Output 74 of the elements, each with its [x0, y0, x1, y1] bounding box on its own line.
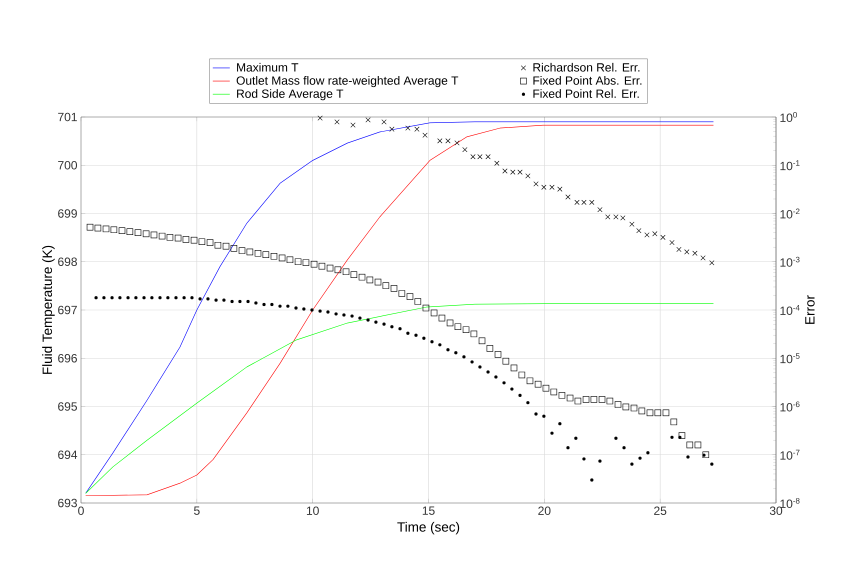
- point: [589, 200, 594, 205]
- point: [557, 186, 562, 192]
- point: [437, 138, 442, 144]
- y-tick-label: 695: [58, 402, 77, 411]
- x-tick-label: 20: [538, 506, 551, 515]
- legend-label: Fixed Point Abs. Err.: [533, 76, 642, 85]
- x-tick-label: 5: [194, 506, 200, 515]
- point: [709, 260, 714, 266]
- legend-label: Fixed Point Rel. Err.: [533, 89, 639, 98]
- point: [533, 181, 539, 186]
- point: [334, 119, 340, 124]
- x-tick-label: 30: [770, 506, 782, 515]
- point: [517, 170, 523, 175]
- y-tick-label: 701: [58, 112, 77, 122]
- y-tick-label: 699: [58, 209, 77, 218]
- legend-label: Maximum T: [237, 62, 298, 72]
- y-tick-label: 694: [58, 450, 78, 459]
- point: [510, 170, 516, 175]
- y2-tick-label: 10$^{-7}$: [780, 450, 800, 460]
- point: [652, 231, 658, 236]
- y2-tick-label: 10$^{-5}$: [780, 353, 800, 364]
- point: [318, 116, 323, 121]
- point: [389, 126, 394, 132]
- y2-axis-title: Error: [805, 295, 815, 324]
- y-tick-label: 693: [58, 498, 77, 508]
- point: [350, 122, 356, 128]
- x-tick-label: 0: [78, 506, 84, 515]
- y-tick-label: 698: [58, 258, 77, 266]
- x-axis-title: Time (sec): [397, 522, 460, 534]
- point: [462, 147, 468, 152]
- legend-label: Richardson Rel. Err.: [533, 62, 640, 72]
- y2-tick-label: 10$^{-2}$: [780, 208, 800, 219]
- legend-label: Rod Side Average T: [237, 89, 344, 100]
- point: [605, 214, 610, 220]
- point: [445, 138, 451, 144]
- y-tick-label: 696: [58, 354, 77, 362]
- x-tick-label: 15: [422, 506, 435, 515]
- point: [502, 168, 508, 174]
- y-tick-label: 697: [58, 306, 77, 314]
- y2-tick-label: 10$^{-3}$: [780, 256, 800, 267]
- point: [700, 255, 706, 260]
- point: [485, 154, 491, 160]
- point: [629, 222, 634, 227]
- point: [414, 126, 420, 132]
- legend-label: Outlet Mass flow rate-weighted Average T: [236, 76, 458, 88]
- y2-tick-label: 10$^{-8}$: [780, 498, 800, 508]
- point: [494, 160, 500, 166]
- point: [692, 250, 698, 256]
- point: [381, 119, 387, 124]
- y2-tick-label: 10$^{-1}$: [780, 160, 800, 170]
- point: [636, 228, 642, 234]
- point: [660, 234, 666, 240]
- point: [597, 207, 602, 212]
- point: [676, 246, 682, 252]
- point: [620, 215, 626, 220]
- point: [565, 194, 571, 200]
- point: [365, 117, 371, 122]
- y-axis-title: Fluid Temperature (K): [42, 246, 55, 374]
- point: [613, 214, 618, 220]
- point: [422, 132, 428, 138]
- point: [684, 249, 690, 254]
- y-tick-label: 700: [58, 161, 78, 170]
- x-tick-label: 10: [306, 506, 319, 515]
- point: [549, 184, 555, 190]
- point: [454, 140, 460, 146]
- point: [669, 240, 675, 246]
- x-tick-label: 25: [654, 506, 666, 515]
- y2-tick-label: 10$^{0}$: [780, 112, 797, 122]
- point: [644, 232, 650, 238]
- point: [541, 184, 546, 190]
- y2-tick-label: 10$^{-6}$: [780, 401, 800, 412]
- point: [405, 126, 410, 131]
- y2-tick-label: 10$^{-4}$: [780, 305, 800, 315]
- point: [525, 173, 530, 179]
